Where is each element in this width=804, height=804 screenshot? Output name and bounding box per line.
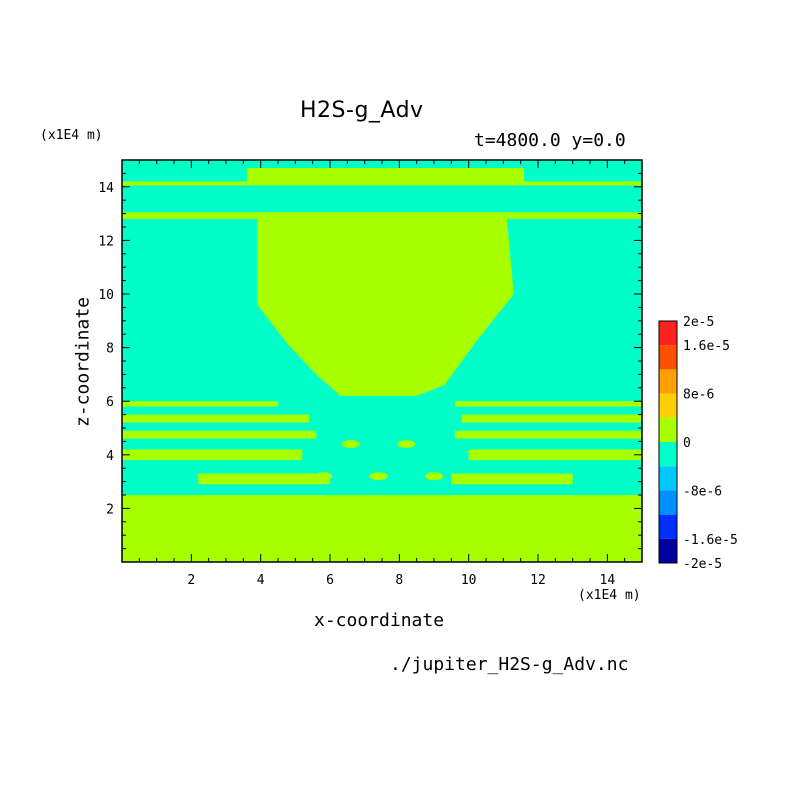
colorbar: 2e-5 1.6e-5 8e-6 0 -8e-6 -1.6e-5 -2e-5 (658, 315, 738, 572)
x-tick-label: 2 (187, 573, 195, 588)
colorbar-swatch (659, 345, 677, 370)
y-tick-label: 6 (106, 395, 114, 410)
field-eddy (314, 440, 333, 449)
colorbar-swatch (659, 369, 677, 394)
colorbar-frame (658, 320, 678, 564)
colorbar-swatch (659, 417, 677, 442)
colorbar-label: 1.6e-5 (683, 339, 730, 354)
x-tick-label: 12 (530, 573, 546, 588)
field-eddy (425, 440, 443, 449)
y-tick-label: 8 (106, 342, 114, 357)
field-streak (451, 473, 573, 485)
colorbar-swatch (659, 442, 677, 467)
field-streak (461, 414, 642, 423)
colorbar-swatch (659, 393, 677, 418)
field-streak (122, 449, 303, 461)
colorbar-swatch (659, 321, 677, 346)
colorbar-label: -8e-6 (683, 484, 722, 499)
x-tick-label: 6 (326, 573, 334, 588)
field-eddy (425, 472, 443, 481)
field-band (122, 212, 642, 219)
y-tick-label: 12 (98, 234, 114, 249)
field-eddy (314, 472, 333, 481)
z-unit-label: (x1E4 m) (40, 128, 103, 143)
field-streak (468, 449, 642, 461)
colorbar-label: -2e-5 (683, 557, 722, 572)
field-eddy (397, 472, 416, 481)
y-tick-label: 2 (106, 502, 114, 517)
field-eddy (369, 472, 388, 481)
x-unit-label: (x1E4 m) (578, 588, 641, 603)
field-streak (122, 414, 310, 423)
field-streak (122, 430, 317, 439)
y-tick-label: 14 (98, 181, 114, 196)
x-axis-label: x-coordinate (314, 610, 445, 631)
plot-axes: 2 4 6 8 10 12 14 2 4 6 8 10 12 14 (98, 159, 643, 588)
field-streak (122, 401, 278, 407)
x-tick-label: 10 (461, 573, 477, 588)
field-eddy (341, 440, 360, 449)
colorbar-swatch (659, 466, 677, 491)
y-tick-label: 10 (98, 288, 114, 303)
chart-title: H2S-g_Adv (300, 98, 424, 123)
colorbar-label: 0 (683, 436, 691, 451)
y-tick-label: 4 (106, 449, 114, 464)
x-tick-label: 4 (257, 573, 265, 588)
colorbar-label: -1.6e-5 (683, 533, 738, 548)
field-streak (454, 430, 642, 439)
field-eddy (397, 440, 416, 449)
field-streak (198, 473, 330, 485)
field-bottom-region (122, 495, 642, 562)
colorbar-swatch (659, 514, 677, 539)
field-eddy (369, 440, 388, 449)
filename-label: ./jupiter_H2S-g_Adv.nc (390, 654, 629, 675)
colorbar-label: 2e-5 (683, 315, 714, 330)
colorbar-swatch (659, 538, 677, 563)
x-tick-label: 14 (600, 573, 616, 588)
field-eddy (341, 472, 360, 481)
colorbar-swatch (659, 490, 677, 515)
colorbar-label: 8e-6 (683, 388, 714, 403)
field-plume (257, 218, 514, 396)
field-streak (454, 401, 642, 407)
field-band (246, 168, 525, 186)
time-label: t=4800.0 y=0.0 (474, 130, 626, 151)
heatmap-field (122, 160, 642, 562)
x-tick-label: 8 (395, 573, 403, 588)
